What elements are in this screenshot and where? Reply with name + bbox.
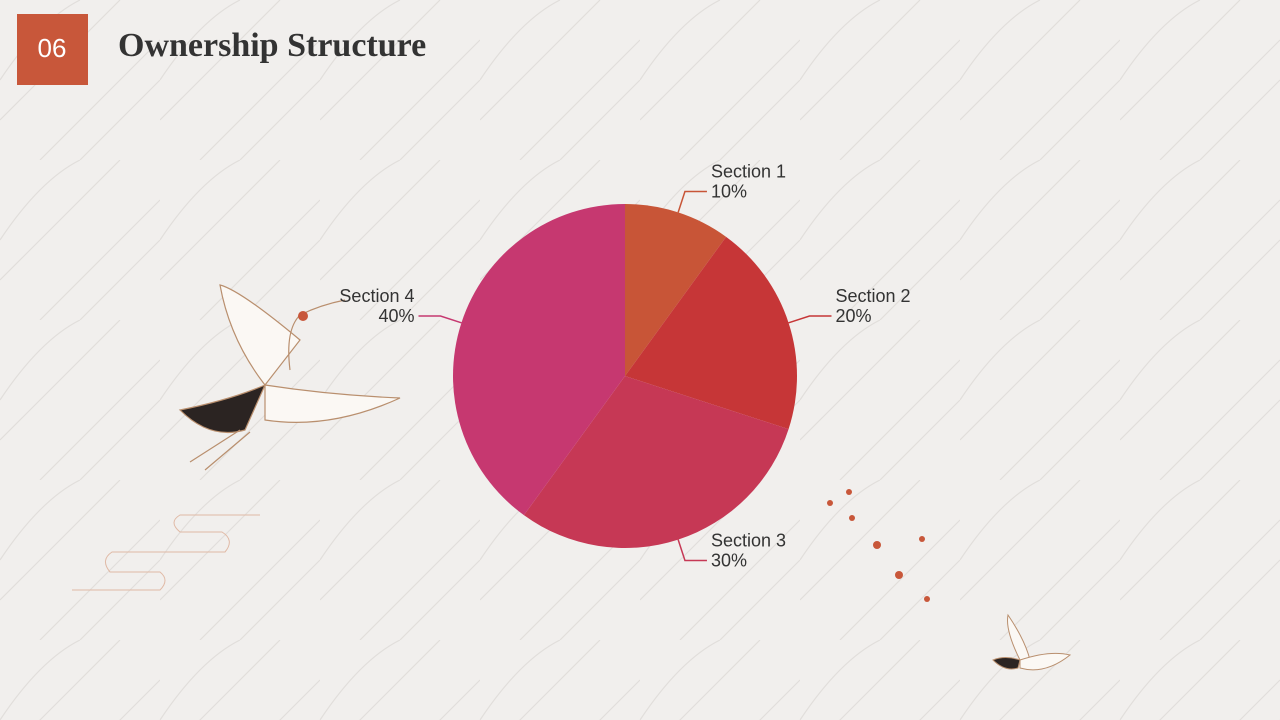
- pie-slice: [625, 204, 727, 376]
- slice-label: Section 2: [836, 286, 911, 306]
- pie-slice: [453, 204, 625, 516]
- slice-value-label: 40%: [378, 306, 414, 326]
- leader-line: [418, 315, 462, 324]
- crane-decoration: [178, 284, 401, 471]
- slice-label: Section 1: [711, 161, 786, 181]
- slice-label: Section 3: [711, 531, 786, 551]
- slide-number-box: [17, 14, 88, 85]
- slice-value-label: 30%: [711, 551, 747, 571]
- slide-number: 06: [38, 33, 67, 63]
- leader-line: [788, 315, 832, 324]
- slice-value-label: 20%: [836, 306, 872, 326]
- small-crane-decoration: [992, 613, 1072, 671]
- dots-decoration: [827, 489, 930, 602]
- leader-line: [677, 190, 707, 213]
- slice-label: Section 4: [339, 286, 414, 306]
- cloud-decoration: [72, 514, 260, 591]
- pie-slice: [625, 236, 797, 430]
- leader-line: [677, 539, 707, 562]
- slice-value-label: 10%: [711, 181, 747, 201]
- chart-title: Ownership Structure: [118, 27, 426, 64]
- pie-slice: [523, 376, 789, 548]
